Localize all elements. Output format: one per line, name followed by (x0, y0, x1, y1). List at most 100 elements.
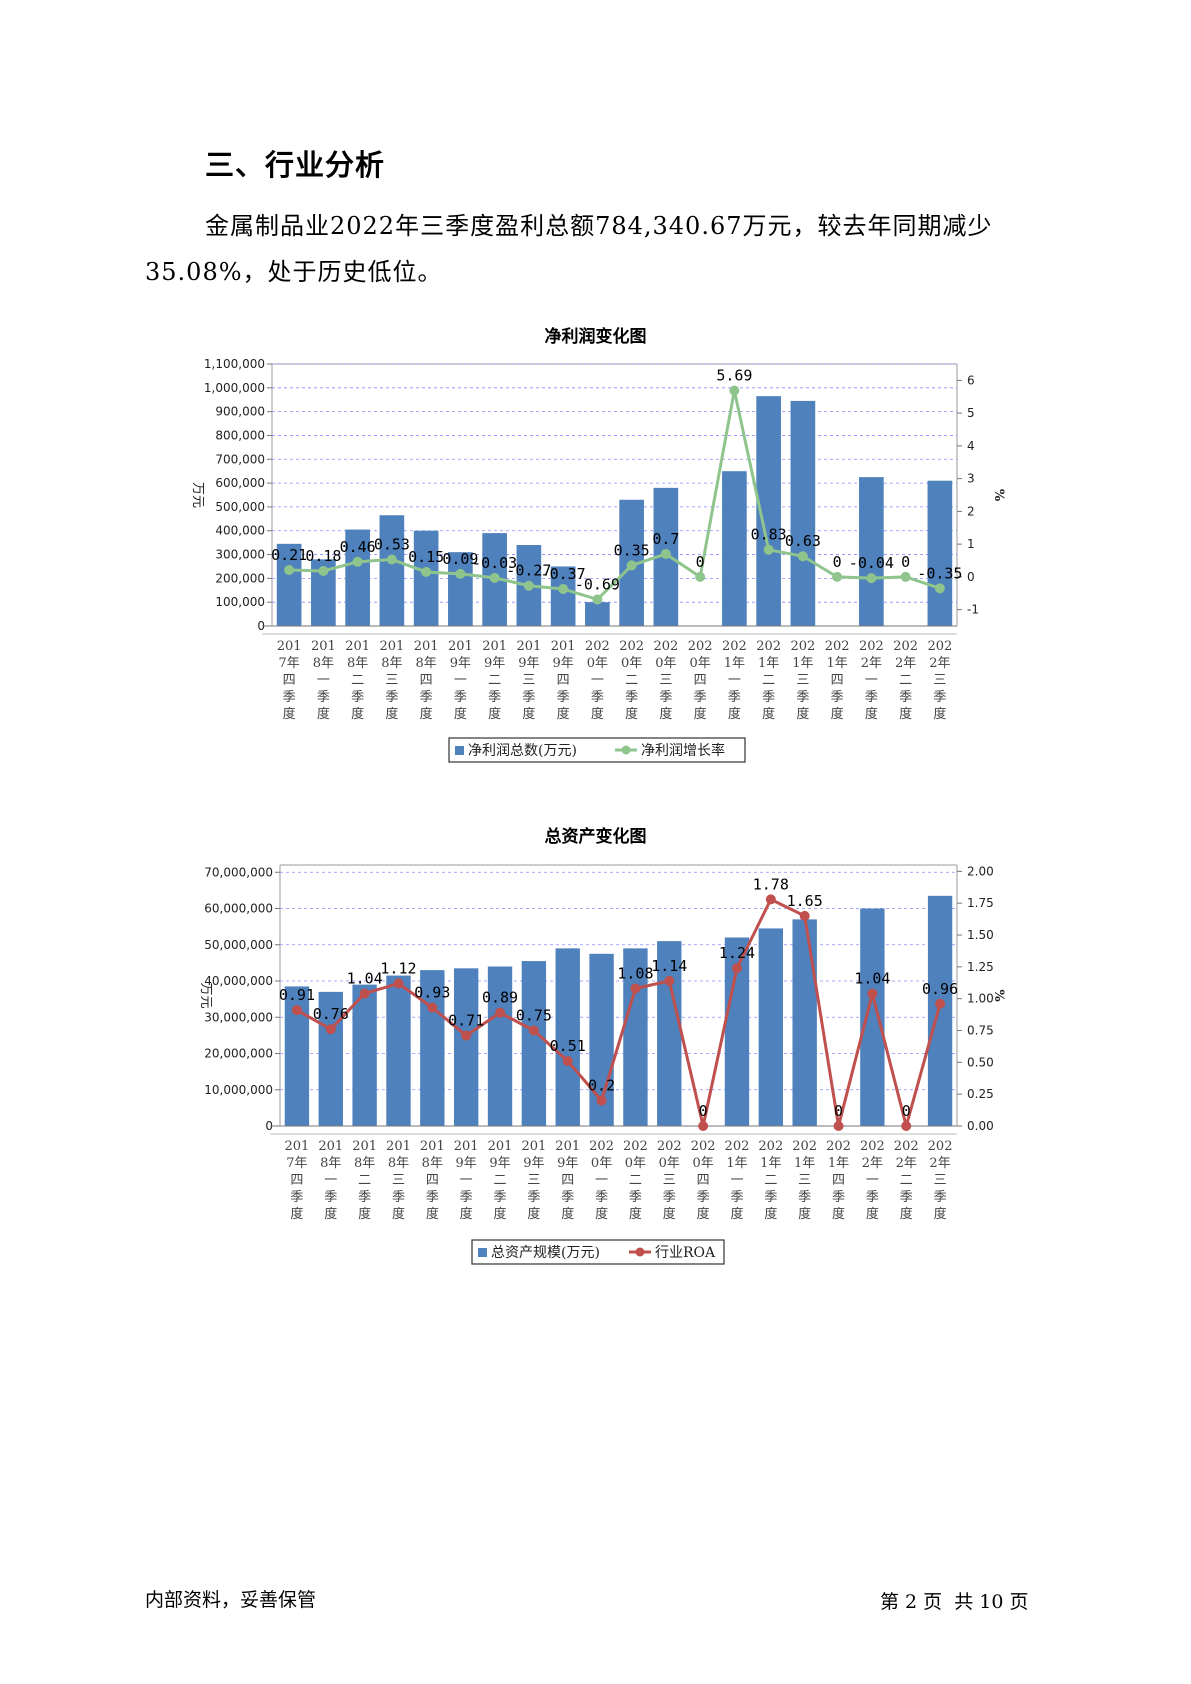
data-label: 0.46 (340, 538, 376, 556)
line-point (765, 894, 776, 905)
left-tick-label: 0 (257, 619, 265, 633)
footer-confidential: 内部资料，妥善保管 (145, 1589, 317, 1611)
line-point (592, 594, 603, 605)
left-tick-label: 20,000,000 (204, 1047, 273, 1061)
legend-bar-swatch (455, 746, 464, 755)
data-label: 1.24 (719, 944, 755, 962)
data-label: 0.75 (516, 1007, 552, 1025)
line-point (698, 1121, 709, 1131)
category-label: 201 9年四季度 (555, 1139, 580, 1222)
legend-bar-label: 总资产规模(万元) (491, 1245, 600, 1261)
summary-paragraph: 金属制品业2022年三季度盈利总额784,340.67万元，较去年同期减少35.… (145, 212, 993, 286)
footer-page-number: 第 2 页 (880, 1591, 943, 1613)
left-tick-label: 200,000 (215, 571, 265, 585)
category-label: 202 1年三季度 (790, 639, 815, 722)
right-tick-label: 6 (967, 373, 975, 387)
bar (521, 961, 547, 1126)
category-label: 202 1年一季度 (725, 1139, 750, 1222)
data-label: 1.65 (787, 892, 823, 910)
bar (927, 895, 953, 1126)
line-point (799, 910, 810, 921)
right-tick-label: 1.25 (967, 960, 994, 974)
data-label: 0.2 (588, 1077, 615, 1095)
line-point (455, 568, 466, 579)
legend-box (448, 737, 746, 763)
data-label: 0.53 (374, 536, 410, 554)
category-label: 202 1年四季度 (825, 639, 850, 722)
bar (352, 984, 377, 1126)
line-point (660, 548, 671, 559)
right-tick-label: 4 (967, 439, 975, 453)
left-tick-label: 30,000,000 (204, 1010, 273, 1024)
data-label: 0 (696, 553, 705, 571)
line-point (421, 566, 432, 577)
left-tick-label: 1,000,000 (204, 381, 265, 395)
bar (453, 968, 479, 1126)
line-point (495, 1007, 506, 1018)
category-label: 202 0年一季度 (589, 1139, 614, 1222)
line-point (934, 583, 945, 594)
category-label: 201 9年二季度 (482, 639, 507, 722)
category-label: 202 2年三季度 (927, 639, 952, 722)
right-tick-label: 1.50 (967, 928, 994, 942)
legend-bar-label: 净利润总数(万元) (468, 743, 577, 759)
left-tick-label: 900,000 (215, 405, 265, 419)
left-tick-label: 60,000,000 (204, 902, 273, 916)
data-label: 1.08 (617, 964, 653, 982)
category-label: 202 0年三季度 (653, 639, 678, 722)
category-label: 201 8年四季度 (420, 1139, 445, 1222)
data-label: 0 (699, 1102, 708, 1120)
line-point (461, 1030, 472, 1041)
data-label: 1.12 (380, 959, 416, 977)
category-label: 202 1年三季度 (792, 1139, 817, 1222)
bar (487, 966, 513, 1126)
category-label: 202 2年三季度 (928, 1139, 953, 1222)
category-label: 202 2年二季度 (894, 1139, 919, 1222)
bar (448, 552, 473, 626)
line-point (386, 554, 397, 565)
category-label: 201 7年四季度 (285, 1139, 310, 1222)
left-tick-label: 10,000,000 (204, 1083, 273, 1097)
left-tick-label: 500,000 (215, 500, 265, 514)
left-tick-label: 50,000,000 (204, 938, 273, 952)
data-label: 0.09 (442, 550, 478, 568)
right-tick-label: 0.25 (967, 1087, 994, 1101)
left-tick-label: 70,000,000 (204, 865, 273, 879)
line-point (866, 573, 877, 584)
category-label: 202 1年二季度 (758, 1139, 783, 1222)
line-point (763, 544, 774, 555)
legend-line-marker (621, 745, 631, 755)
footer-total-pages: 共 10 页 (954, 1591, 1029, 1613)
line-point (695, 571, 706, 582)
category-label: 201 8年二季度 (345, 639, 370, 722)
footer-page-info: 第 2 页 共 10 页 (880, 1587, 1034, 1614)
category-label: 201 8年一季度 (311, 639, 336, 722)
category-label: 201 8年二季度 (352, 1139, 377, 1222)
data-label: -0.04 (849, 554, 894, 572)
category-label: 202 0年一季度 (585, 639, 610, 722)
legend-line-label: 行业ROA (655, 1245, 716, 1261)
right-tick-label: 0.00 (967, 1119, 994, 1133)
data-label: 0 (901, 553, 910, 571)
line-point (596, 1095, 607, 1106)
right-axis-title: % (991, 489, 1006, 502)
data-label: 0 (833, 553, 842, 571)
left-axis-title: 万元 (198, 982, 213, 1008)
data-label: 0.83 (751, 526, 787, 544)
data-label: -0.69 (575, 575, 620, 593)
line-point (797, 551, 808, 562)
category-label: 201 8年三季度 (379, 639, 404, 722)
line-point (489, 572, 500, 583)
data-label: 0.51 (550, 1037, 586, 1055)
right-tick-label: 2 (967, 504, 975, 518)
category-label: 202 1年一季度 (722, 639, 747, 722)
bar (318, 991, 343, 1126)
right-tick-label: 1.75 (967, 896, 994, 910)
legend-box (471, 1239, 725, 1265)
left-tick-label: 700,000 (215, 452, 265, 466)
category-label: 201 8年一季度 (318, 1139, 343, 1222)
category-label: 202 0年三季度 (657, 1139, 682, 1222)
data-label: 0.96 (922, 980, 958, 998)
line-point (731, 963, 742, 974)
bar (420, 970, 445, 1126)
